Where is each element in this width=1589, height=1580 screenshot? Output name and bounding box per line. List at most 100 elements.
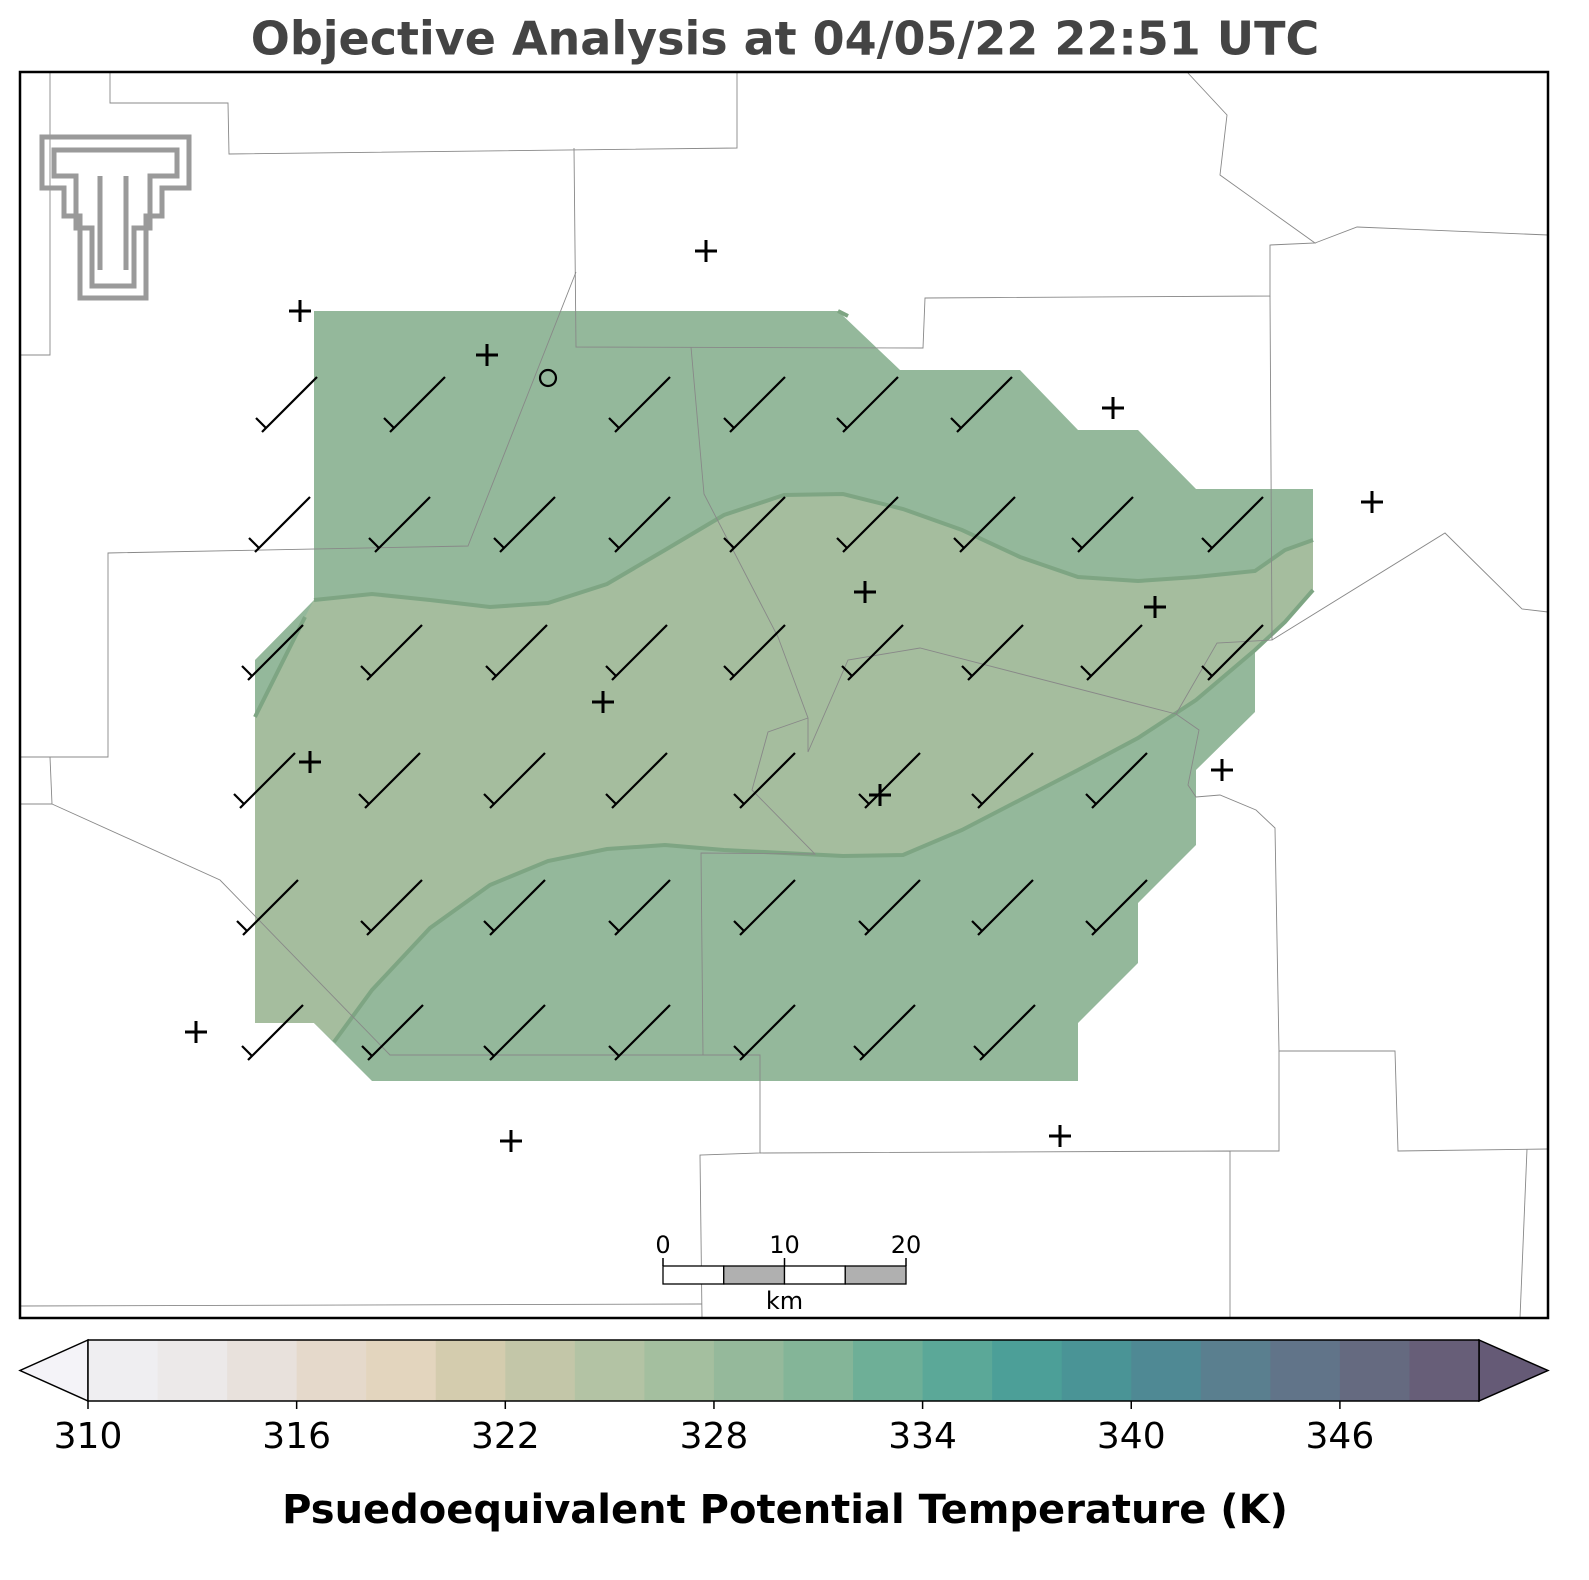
colorbar-tick-label: 322	[471, 1416, 540, 1457]
colorbar-bin	[366, 1340, 437, 1401]
wind-barb	[733, 879, 796, 936]
station-marker	[695, 240, 717, 262]
wind-barb	[605, 752, 668, 809]
colorbar-extend-high	[1478, 1338, 1550, 1403]
colorbar-tick-label: 328	[680, 1416, 749, 1457]
wind-barb	[1071, 496, 1134, 553]
wind-barb	[605, 624, 668, 681]
wind-barb	[241, 624, 304, 681]
wind-barb	[836, 496, 899, 553]
station-marker	[289, 300, 311, 322]
scale-tick-label: 10	[769, 1231, 800, 1259]
wind-barb	[236, 879, 299, 936]
wind-barb	[368, 496, 431, 553]
county-lines	[19, 71, 1549, 1319]
colorbar-bin	[505, 1340, 576, 1401]
colorbar-bin	[296, 1340, 367, 1401]
wind-barb	[608, 496, 671, 553]
wind-barb	[733, 752, 796, 809]
wind-barb	[858, 752, 921, 809]
calm-station	[538, 368, 558, 388]
wind-barb	[358, 752, 421, 809]
colorbar-tick-label: 334	[888, 1416, 957, 1457]
wind-barb	[241, 1004, 304, 1061]
colorbar-bin	[1131, 1340, 1202, 1401]
colorbar-bin	[922, 1340, 993, 1401]
contours	[253, 309, 1315, 1044]
wind-barb	[836, 376, 899, 433]
wind-barb	[608, 879, 671, 936]
wind-barb	[1085, 752, 1148, 809]
colorbar-bin	[644, 1340, 715, 1401]
colorbar-bin	[1061, 1340, 1132, 1401]
station-marker	[299, 751, 321, 773]
theta-e-fill-low	[255, 494, 1313, 1042]
scale-bar: 0 10 20 km	[655, 1231, 921, 1315]
map-frame	[18, 70, 1550, 1320]
scale-tick-label: 20	[891, 1231, 922, 1259]
wind-barb	[360, 624, 423, 681]
station-markers	[185, 240, 1383, 1152]
wind-barb	[360, 879, 423, 936]
wind-barb	[961, 624, 1024, 681]
wind-barb	[1201, 624, 1264, 681]
colorbar-bin	[853, 1340, 924, 1401]
wind-barb	[1085, 879, 1148, 936]
scale-tick-label: 0	[655, 1231, 670, 1259]
colorbar-label: Psuedoequivalent Potential Temperature (…	[282, 1487, 1288, 1533]
wind-barb	[853, 1004, 916, 1061]
wind-barb	[723, 376, 786, 433]
wind-barb	[950, 376, 1013, 433]
wind-barb	[973, 1004, 1036, 1061]
colorbar-tick-label: 346	[1306, 1416, 1375, 1457]
colorbar-extend-low	[18, 1338, 89, 1403]
station-marker	[185, 1021, 207, 1043]
wind-barb	[841, 624, 904, 681]
colorbar-tick-label: 316	[262, 1416, 331, 1457]
wind-barb	[1201, 496, 1264, 553]
wind-barb	[383, 376, 446, 433]
wind-barb	[483, 879, 546, 936]
colorbar-tick-label: 310	[54, 1416, 123, 1457]
wind-barb	[733, 1004, 796, 1061]
colorbar-bin	[1200, 1340, 1271, 1401]
wind-barbs	[233, 376, 1264, 1061]
wind-barb	[233, 752, 296, 809]
station-marker	[1102, 397, 1124, 419]
station-marker	[1144, 596, 1166, 618]
title: Objective Analysis at 04/05/22 22:51 UTC	[251, 12, 1320, 66]
wind-barb	[723, 496, 786, 553]
colorbar-bin	[88, 1340, 159, 1401]
scale-segment	[662, 1265, 725, 1285]
wind-barb	[858, 879, 921, 936]
colorbar-bin	[157, 1340, 228, 1401]
wind-barb	[1080, 624, 1143, 681]
map-area: 0 10 20 km	[18, 70, 1550, 1320]
station-marker	[476, 344, 498, 366]
station-marker	[869, 784, 891, 806]
wind-barb	[361, 1004, 424, 1061]
colorbar-bin	[574, 1340, 645, 1401]
station-marker	[1361, 491, 1383, 513]
colorbar-bin	[1339, 1340, 1410, 1401]
wind-barb	[608, 376, 671, 433]
station-marker	[500, 1130, 522, 1152]
wind-barb	[971, 879, 1034, 936]
colorbar-bin	[713, 1340, 784, 1401]
colorbar-bin	[992, 1340, 1063, 1401]
colorbar-tick-label: 340	[1097, 1416, 1166, 1457]
station-marker	[854, 581, 876, 603]
wind-barb	[971, 752, 1034, 809]
station-marker	[592, 691, 614, 713]
wind-barb	[953, 496, 1016, 553]
scale-segment	[783, 1265, 846, 1285]
scale-segment	[844, 1265, 907, 1285]
wind-barb	[723, 624, 786, 681]
colorbar-bin	[1409, 1340, 1480, 1401]
colorbar-frame	[87, 1339, 1480, 1402]
wind-barb	[255, 376, 318, 433]
wind-barb	[485, 624, 548, 681]
colorbar-bin	[1270, 1340, 1341, 1401]
